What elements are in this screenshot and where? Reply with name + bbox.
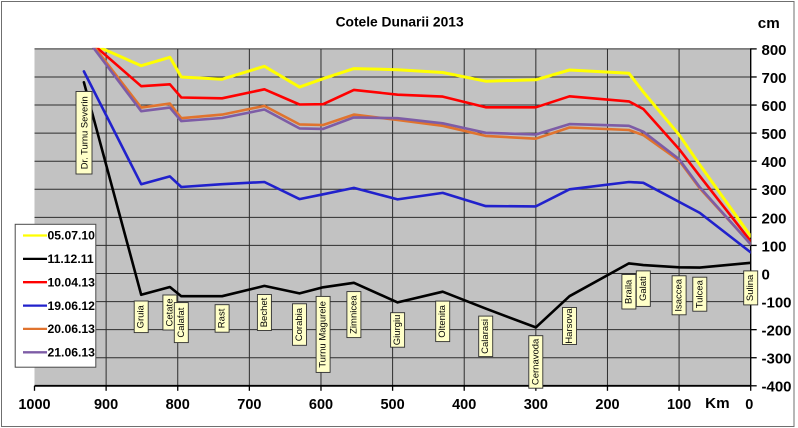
svg-text:Calarasi: Calarasi [480, 319, 491, 354]
svg-text:300: 300 [524, 397, 548, 413]
svg-text:100: 100 [762, 238, 787, 255]
svg-text:21.06.13: 21.06.13 [48, 346, 96, 360]
svg-text:600: 600 [762, 98, 787, 115]
svg-text:300: 300 [762, 182, 787, 199]
svg-text:-100: -100 [762, 295, 792, 312]
svg-text:Isaccea: Isaccea [674, 278, 685, 311]
svg-text:0: 0 [762, 266, 770, 283]
svg-text:600: 600 [309, 397, 333, 413]
svg-text:Dr. Turnu Severin: Dr. Turnu Severin [79, 96, 90, 169]
svg-text:500: 500 [762, 126, 787, 143]
svg-text:0: 0 [745, 397, 753, 413]
svg-text:Giurgiu: Giurgiu [392, 315, 403, 346]
svg-text:Km: Km [705, 395, 729, 412]
svg-text:Cernavoda: Cernavoda [530, 338, 541, 385]
svg-text:Tulcea: Tulcea [694, 279, 705, 308]
svg-text:700: 700 [237, 397, 261, 413]
svg-text:Calafat: Calafat [176, 307, 187, 337]
svg-text:-400: -400 [762, 379, 792, 396]
svg-text:-300: -300 [762, 351, 792, 368]
svg-text:Braila: Braila [623, 279, 634, 304]
svg-text:05.07.10: 05.07.10 [48, 229, 96, 243]
svg-text:Cetate: Cetate [164, 299, 175, 327]
svg-text:Galati: Galati [638, 276, 649, 301]
svg-text:Harsova: Harsova [564, 308, 575, 344]
svg-text:19.06.12: 19.06.12 [48, 299, 96, 313]
svg-text:Oltenita: Oltenita [437, 304, 448, 337]
svg-text:Cotele Dunarii 2013: Cotele Dunarii 2013 [336, 15, 464, 30]
svg-text:-200: -200 [762, 323, 792, 340]
svg-text:11.12.11: 11.12.11 [48, 252, 94, 266]
svg-text:800: 800 [762, 42, 787, 59]
svg-text:Sulina: Sulina [745, 274, 756, 301]
svg-text:Corabia: Corabia [294, 307, 305, 341]
svg-text:100: 100 [667, 397, 691, 413]
svg-text:1000: 1000 [18, 397, 50, 413]
svg-text:400: 400 [452, 397, 476, 413]
svg-text:Gruia: Gruia [136, 304, 147, 328]
svg-text:10.04.13: 10.04.13 [48, 275, 96, 289]
svg-text:500: 500 [380, 397, 404, 413]
svg-text:700: 700 [762, 70, 787, 87]
svg-text:Zimnicea: Zimnicea [348, 295, 359, 334]
svg-text:cm: cm [758, 15, 780, 32]
svg-text:Rast: Rast [217, 308, 228, 328]
svg-text:900: 900 [94, 397, 118, 413]
svg-text:400: 400 [762, 154, 787, 171]
svg-text:200: 200 [595, 397, 619, 413]
svg-text:Turnu Magurele: Turnu Magurele [318, 301, 329, 368]
svg-text:800: 800 [166, 397, 190, 413]
svg-text:20.06.13: 20.06.13 [48, 322, 96, 336]
svg-text:Bechet: Bechet [259, 297, 270, 327]
svg-text:200: 200 [762, 210, 787, 227]
